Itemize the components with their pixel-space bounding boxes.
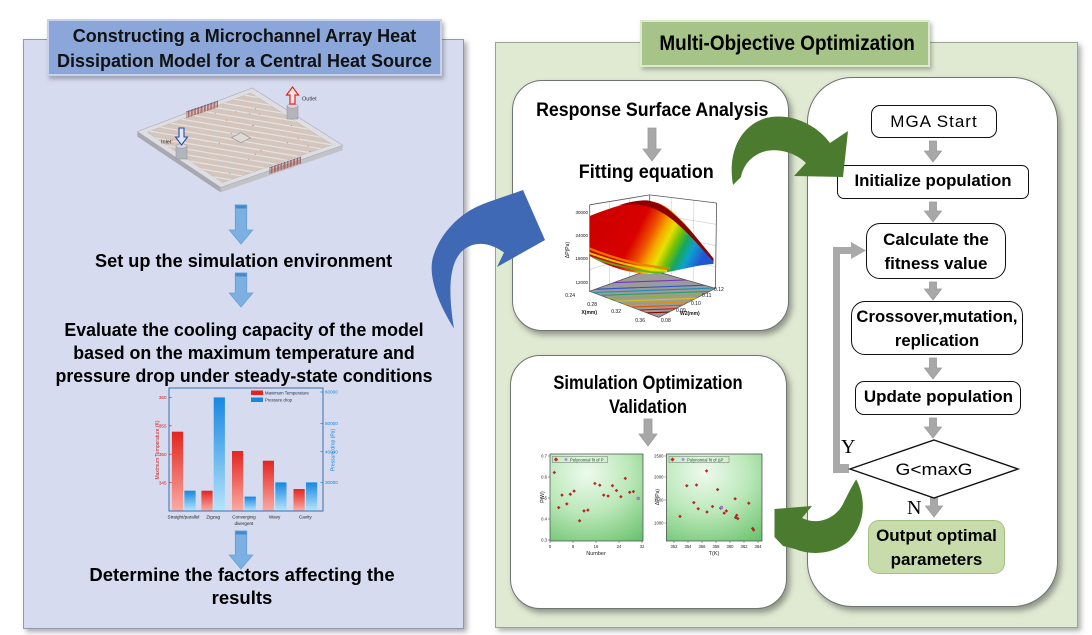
svg-text:Pressure drop: Pressure drop (265, 398, 293, 403)
svg-text:30000: 30000 (575, 210, 588, 215)
svg-text:Maximum Temperature (K): Maximum Temperature (K) (155, 420, 161, 479)
svg-text:8: 8 (572, 544, 575, 549)
svg-text:Outlet: Outlet (302, 97, 317, 103)
svg-text:1000: 1000 (654, 521, 664, 526)
svg-text:0.12: 0.12 (714, 287, 724, 293)
svg-text:Polynomial fit of P: Polynomial fit of P (570, 457, 604, 462)
svg-text:0.28: 0.28 (587, 302, 597, 308)
svg-text:Converging: Converging (232, 515, 256, 520)
svg-text:T(K): T(K) (709, 551, 720, 557)
svg-text:360: 360 (159, 395, 167, 400)
svg-text:Number: Number (586, 551, 606, 557)
svg-text:X(mm): X(mm) (581, 310, 597, 316)
svg-text:0: 0 (549, 544, 552, 549)
svg-text:Cavity: Cavity (299, 515, 312, 520)
svg-text:0.10: 0.10 (691, 301, 701, 307)
svg-text:354: 354 (685, 544, 693, 549)
svg-text:Zigzag: Zigzag (206, 515, 220, 520)
svg-text:50000: 50000 (325, 421, 338, 426)
svg-text:30000: 30000 (325, 480, 338, 485)
svg-text:ΔP(Pa): ΔP(Pa) (655, 489, 661, 505)
svg-text:0.3: 0.3 (541, 538, 547, 543)
svg-text:2500: 2500 (654, 454, 664, 459)
svg-text:0.24: 0.24 (565, 293, 575, 299)
svg-text:0.08: 0.08 (661, 318, 671, 324)
svg-text:divergent: divergent (234, 521, 254, 526)
svg-text:0.36: 0.36 (635, 318, 645, 324)
svg-text:0.5: 0.5 (541, 496, 547, 501)
svg-text:Polynomial fit of ΔP: Polynomial fit of ΔP (687, 457, 724, 462)
svg-text:18000: 18000 (575, 256, 588, 261)
svg-text:355: 355 (159, 424, 167, 429)
svg-text:364: 364 (755, 544, 763, 549)
svg-text:0.7: 0.7 (541, 454, 547, 459)
svg-text:Inlet: Inlet (161, 140, 172, 146)
svg-text:40000: 40000 (325, 449, 338, 454)
svg-text:W2(mm): W2(mm) (680, 311, 700, 317)
svg-text:345: 345 (159, 480, 167, 485)
svg-text:2000: 2000 (654, 475, 664, 480)
svg-text:32: 32 (640, 544, 645, 549)
svg-text:0.4: 0.4 (541, 517, 547, 522)
svg-text:60000: 60000 (325, 390, 338, 395)
svg-text:24000: 24000 (575, 233, 588, 238)
svg-text:ΔP(Pa): ΔP(Pa) (565, 242, 571, 258)
svg-text:1500: 1500 (654, 498, 664, 503)
svg-text:Pressure drop (Pa): Pressure drop (Pa) (331, 429, 337, 472)
svg-text:16: 16 (594, 544, 599, 549)
svg-text:P(W): P(W) (540, 491, 546, 503)
svg-text:Wavy: Wavy (269, 515, 281, 520)
svg-text:0.11: 0.11 (702, 293, 712, 299)
svg-text:356: 356 (699, 544, 707, 549)
svg-text:362: 362 (741, 544, 749, 549)
svg-text:358: 358 (713, 544, 721, 549)
svg-text:Straight/parallel: Straight/parallel (168, 515, 200, 520)
svg-text:0.09: 0.09 (676, 308, 686, 314)
svg-text:Maximum Temperature: Maximum Temperature (265, 391, 309, 396)
svg-text:360: 360 (727, 544, 735, 549)
svg-text:12000: 12000 (575, 280, 588, 285)
svg-text:0.32: 0.32 (611, 309, 621, 315)
svg-text:352: 352 (671, 544, 679, 549)
svg-text:24: 24 (617, 544, 622, 549)
svg-text:0.6: 0.6 (541, 475, 547, 480)
svg-text:350: 350 (159, 452, 167, 457)
